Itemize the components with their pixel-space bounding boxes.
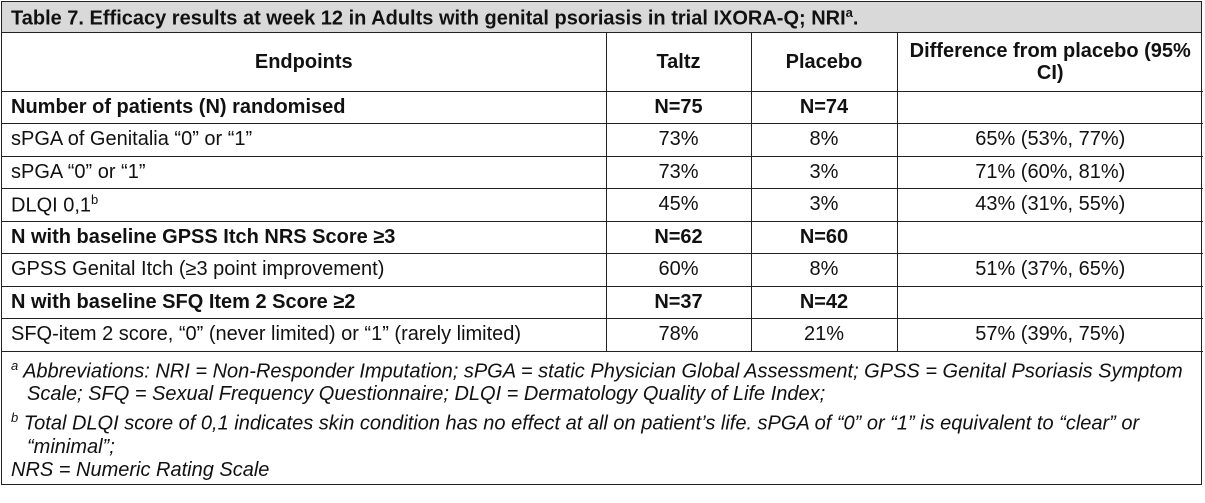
difference-value bbox=[896, 285, 1203, 319]
footnote-a-mark: a bbox=[11, 357, 19, 373]
header-taltz: Taltz bbox=[605, 33, 752, 92]
placebo-value: 8% bbox=[750, 253, 898, 287]
header-difference: Difference from placebo (95% CI) bbox=[896, 33, 1203, 92]
difference-value bbox=[896, 220, 1203, 254]
footnote-b-text: Total DLQI score of 0,1 indicates skin c… bbox=[23, 412, 1140, 458]
taltz-value: 78% bbox=[605, 318, 752, 352]
table-row: DLQI 0,1b 45% 3% 43% (31%, 55%) bbox=[2, 188, 1203, 222]
taltz-value: N=37 bbox=[605, 285, 752, 319]
table-row: Number of patients (N) randomised N=75 N… bbox=[2, 91, 1203, 124]
footnotes: a Abbreviations: NRI = Non-Responder Imp… bbox=[2, 352, 1201, 484]
table-row: N with baseline SFQ Item 2 Score ≥2 N=37… bbox=[2, 285, 1203, 319]
difference-value: 43% (31%, 55%) bbox=[896, 188, 1203, 222]
difference-value: 57% (39%, 75%) bbox=[896, 318, 1203, 352]
row-label: GPSS Genital Itch (≥3 point improvement) bbox=[2, 253, 607, 287]
placebo-value: 8% bbox=[750, 123, 898, 157]
taltz-value: 73% bbox=[605, 123, 752, 157]
table-row: N with baseline GPSS Itch NRS Score ≥3 N… bbox=[2, 220, 1203, 254]
footnote-nrs: NRS = Numeric Rating Scale bbox=[11, 458, 270, 481]
taltz-value: 73% bbox=[605, 155, 752, 189]
table-row: SFQ-item 2 score, “0” (never limited) or… bbox=[2, 318, 1203, 352]
placebo-value: N=60 bbox=[750, 220, 898, 254]
placebo-value: 3% bbox=[750, 188, 898, 222]
row-label: Number of patients (N) randomised bbox=[2, 91, 607, 124]
header-row: Endpoints Taltz Placebo Difference from … bbox=[2, 33, 1203, 92]
placebo-value: N=74 bbox=[750, 91, 898, 124]
row-label: N with baseline GPSS Itch NRS Score ≥3 bbox=[2, 220, 607, 254]
row-label-superscript: b bbox=[91, 191, 99, 207]
difference-value: 71% (60%, 81%) bbox=[896, 155, 1203, 189]
caption-text: Table 7. Efficacy results at week 12 in … bbox=[11, 7, 846, 30]
difference-value bbox=[896, 91, 1203, 124]
table-caption: Table 7. Efficacy results at week 12 in … bbox=[2, 2, 1201, 33]
header-placebo: Placebo bbox=[750, 33, 898, 92]
taltz-value: 60% bbox=[605, 253, 752, 287]
placebo-value: 21% bbox=[750, 318, 898, 352]
caption-end: . bbox=[852, 7, 859, 30]
table-row: sPGA “0” or “1” 73% 3% 71% (60%, 81%) bbox=[2, 155, 1203, 189]
row-label: N with baseline SFQ Item 2 Score ≥2 bbox=[2, 285, 607, 319]
taltz-value: N=75 bbox=[605, 91, 752, 124]
efficacy-table-container: Table 7. Efficacy results at week 12 in … bbox=[1, 1, 1203, 485]
footnote-b-mark: b bbox=[11, 410, 19, 426]
table-row: GPSS Genital Itch (≥3 point improvement)… bbox=[2, 253, 1203, 287]
header-endpoints: Endpoints bbox=[2, 33, 607, 92]
row-label: sPGA of Genitalia “0” or “1” bbox=[2, 123, 607, 157]
row-label: DLQI 0,1b bbox=[2, 188, 607, 222]
row-label: sPGA “0” or “1” bbox=[2, 155, 607, 189]
efficacy-table: Endpoints Taltz Placebo Difference from … bbox=[2, 33, 1203, 352]
row-label-text: DLQI 0,1 bbox=[11, 194, 92, 217]
taltz-value: N=62 bbox=[605, 220, 752, 254]
difference-value: 65% (53%, 77%) bbox=[896, 123, 1203, 157]
footnote-b: b Total DLQI score of 0,1 indicates skin… bbox=[11, 406, 1192, 459]
footnote-a-text: Abbreviations: NRI = Non-Responder Imput… bbox=[23, 360, 1183, 406]
difference-value: 51% (37%, 65%) bbox=[896, 253, 1203, 287]
row-label: SFQ-item 2 score, “0” (never limited) or… bbox=[2, 318, 607, 352]
caption-superscript: a bbox=[845, 5, 853, 20]
placebo-value: N=42 bbox=[750, 285, 898, 319]
taltz-value: 45% bbox=[605, 188, 752, 222]
placebo-value: 3% bbox=[750, 155, 898, 189]
table-row: sPGA of Genitalia “0” or “1” 73% 8% 65% … bbox=[2, 123, 1203, 157]
footnote-a: a Abbreviations: NRI = Non-Responder Imp… bbox=[11, 354, 1192, 407]
